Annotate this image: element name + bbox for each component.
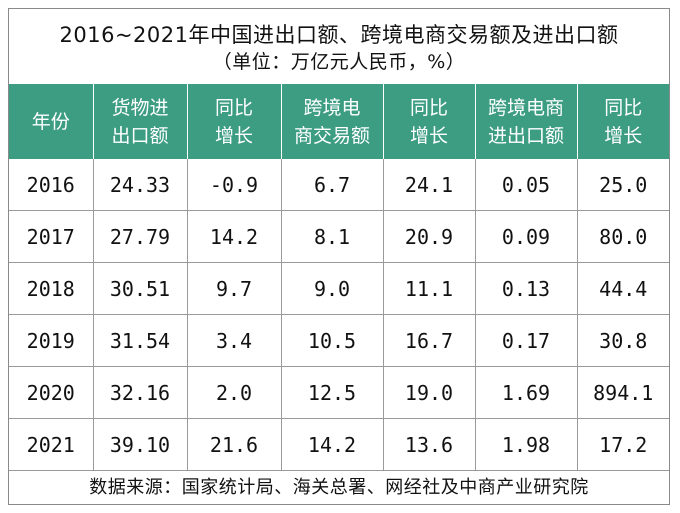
header-ecommerce-trade-growth: 同比 增长 [576, 84, 669, 159]
cell-year: 2017 [9, 210, 93, 263]
cell: 3.4 [186, 314, 281, 367]
cell: 30.8 [576, 314, 669, 367]
cell: 31.54 [92, 314, 187, 367]
table-row: 2016 24.33 -0.9 6.7 24.1 0.05 25.0 [9, 159, 669, 211]
header-row: 年份 货物进 出口额 同比 增长 跨境电 商交易额 同比 增长 跨境电商 进出口额 同比增… [9, 84, 669, 159]
cell: 24.33 [92, 159, 187, 211]
cell: 10.5 [280, 314, 383, 367]
cell: 1.69 [474, 366, 577, 419]
cell: 0.05 [474, 159, 577, 211]
table-title: 2016~2021年中国进出口额、跨境电商交易额及进出口额 （单位：万亿元人民币… [9, 9, 669, 84]
cell: 0.09 [474, 210, 577, 263]
cell: -0.9 [186, 159, 281, 211]
cell: 6.7 [280, 159, 383, 211]
cell: 44.4 [576, 262, 669, 315]
cell: 14.2 [280, 418, 383, 471]
table-row: 2020 32.16 2.0 12.5 19.0 1.69 894.1 [9, 366, 669, 419]
table-figure: 2016~2021年中国进出口额、跨境电商交易额及进出口额 （单位：万亿元人民币… [8, 8, 670, 505]
cell: 9.7 [186, 262, 281, 315]
cell: 80.0 [576, 210, 669, 263]
cell: 14.2 [186, 210, 281, 263]
header-goods-growth: 同比 增长 [186, 84, 281, 159]
cell-year: 2021 [9, 418, 93, 471]
cell: 0.17 [474, 314, 577, 367]
cell: 20.9 [382, 210, 475, 263]
cell: 13.6 [382, 418, 475, 471]
header-goods-trade: 货物进 出口额 [92, 84, 187, 159]
cell: 21.6 [186, 418, 281, 471]
cell-year: 2018 [9, 262, 93, 315]
source-note: 数据来源：国家统计局、海关总署、网经社及中商产业研究院 [89, 477, 589, 498]
title-line-1: 2016~2021年中国进出口额、跨境电商交易额及进出口额 [59, 23, 619, 47]
header-ecommerce-trade: 跨境电商 进出口额 [474, 84, 577, 159]
table-row: 2021 39.10 21.6 14.2 13.6 1.98 17.2 [9, 418, 669, 471]
cell-year: 2019 [9, 314, 93, 367]
cell: 24.1 [382, 159, 475, 211]
table-row: 2019 31.54 3.4 10.5 16.7 0.17 30.8 [9, 314, 669, 367]
cell: 30.51 [92, 262, 187, 315]
cell: 27.79 [92, 210, 187, 263]
cell: 9.0 [280, 262, 383, 315]
header-ecommerce-volume: 跨境电 商交易额 [280, 84, 383, 159]
header-year: 年份 [9, 84, 93, 159]
cell: 19.0 [382, 366, 475, 419]
cell: 11.1 [382, 262, 475, 315]
cell: 17.2 [576, 418, 669, 471]
cell: 12.5 [280, 366, 383, 419]
header-ecommerce-growth: 同比 增长 [382, 84, 475, 159]
data-table: 年份 货物进 出口额 同比 增长 跨境电 商交易额 同比 增长 跨境电商 进出口额 同比增… [9, 84, 669, 471]
cell: 1.98 [474, 418, 577, 471]
cell: 16.7 [382, 314, 475, 367]
title-line-2: （单位：万亿元人民币，%） [212, 51, 466, 73]
cell-year: 2020 [9, 366, 93, 419]
cell: 0.13 [474, 262, 577, 315]
cell: 894.1 [576, 366, 669, 419]
cell: 25.0 [576, 159, 669, 211]
table-row: 2017 27.79 14.2 8.1 20.9 0.09 80.0 [9, 210, 669, 263]
table-row: 2018 30.51 9.7 9.0 11.1 0.13 44.4 [9, 262, 669, 315]
cell: 2.0 [186, 366, 281, 419]
cell-year: 2016 [9, 159, 93, 211]
cell: 8.1 [280, 210, 383, 263]
cell: 39.10 [92, 418, 187, 471]
cell: 32.16 [92, 366, 187, 419]
